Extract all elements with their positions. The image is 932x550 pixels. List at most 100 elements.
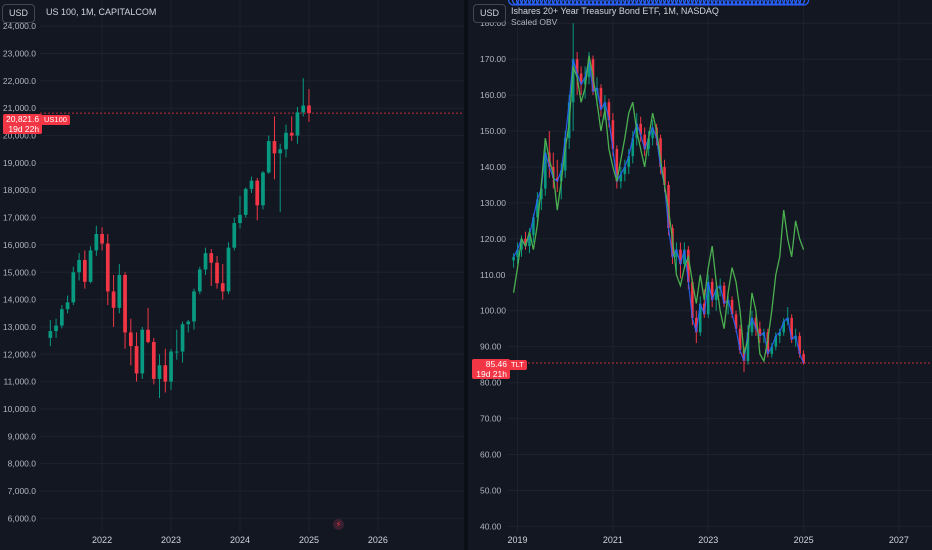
candle-body [272, 141, 277, 154]
left-chart-title: US 100, 1M, CAPITALCOM [46, 7, 157, 17]
event-marker [579, 0, 591, 6]
tlt-chart[interactable]: 40.00 50.00 60.00 70.00 80.00 90.00 100.00 110.… [468, 0, 932, 550]
y-tick-label: 90.00 [480, 342, 502, 352]
pane-divider[interactable] [464, 0, 468, 550]
candle-body [512, 256, 515, 261]
candle-body [261, 172, 265, 206]
candle-body [71, 272, 76, 303]
event-marker [519, 0, 532, 6]
candle-body [679, 249, 682, 265]
candle-body [48, 331, 53, 338]
x-tick-label: 2022 [92, 535, 112, 545]
event-marker [619, 0, 631, 6]
event-marker [710, 0, 722, 6]
right-symbol-tag: TLT [508, 360, 527, 370]
candle-body [255, 180, 260, 206]
left-symbol-tag: US100 [41, 115, 70, 125]
event-marker [754, 0, 766, 6]
candle-body [659, 138, 662, 167]
event-marker [742, 0, 754, 6]
event-marker [615, 0, 627, 6]
y-tick-label: 19,000.0 [3, 158, 36, 168]
candle-body [524, 238, 527, 247]
event-marker [774, 0, 786, 6]
event-marker [706, 0, 718, 6]
candle-body [619, 174, 623, 182]
candle-body [702, 303, 706, 315]
event-marker [651, 0, 663, 6]
candle-body [295, 112, 300, 136]
y-tick-label: 20,000.0 [3, 131, 36, 141]
event-marker [607, 0, 619, 6]
us100-chart[interactable]: 6,000.0 7,000.0 8,000.0 9,000.0 10,000.0 11,0… [0, 0, 464, 550]
y-tick-label: 140.00 [480, 162, 506, 172]
left-currency-button[interactable]: USD [2, 4, 36, 23]
candle-body [675, 249, 678, 257]
y-tick-label: 150.00 [480, 126, 506, 136]
candle-body [710, 281, 714, 300]
candle-body [232, 223, 237, 248]
event-marker [654, 0, 667, 6]
event-marker [694, 0, 706, 6]
y-tick-label: 180.00 [480, 18, 506, 28]
y-tick-label: 9,000.0 [8, 431, 37, 441]
event-marker [778, 0, 790, 6]
x-tick-label: 2023 [161, 535, 181, 545]
event-marker [686, 0, 698, 6]
event-marker [714, 0, 726, 6]
candle-body [607, 102, 611, 121]
y-tick-label: 40.00 [480, 521, 502, 531]
event-marker [611, 0, 623, 6]
candle-body [289, 132, 294, 136]
candle-body [714, 289, 718, 300]
candle-body [555, 177, 559, 182]
right-currency-button[interactable]: USD [473, 4, 507, 23]
right-price-tag: 85.46 19d 21h [472, 359, 510, 379]
event-marker [543, 0, 555, 6]
lightning-icon[interactable]: ⚡ [333, 519, 344, 530]
event-marker [547, 0, 559, 6]
candle-body [117, 275, 122, 308]
candle-body [243, 188, 248, 215]
candle-body [639, 123, 642, 135]
event-marker [591, 0, 603, 6]
y-tick-label: 100.00 [480, 306, 506, 316]
event-marker [738, 0, 750, 6]
event-marker [726, 0, 738, 6]
candle-body [123, 275, 127, 333]
candle-body [651, 127, 654, 139]
candle-body [536, 199, 539, 218]
candle-body [734, 314, 738, 329]
candle-body [77, 259, 81, 273]
candle-body [802, 353, 805, 364]
event-marker [631, 0, 643, 6]
x-tick-label: 2025 [299, 535, 319, 545]
candle-body [603, 102, 607, 110]
event-marker [698, 0, 710, 6]
candle-body [226, 247, 231, 292]
candle-body [174, 351, 179, 353]
event-marker [571, 0, 583, 6]
right-price-label: 85.46 [485, 359, 507, 369]
y-tick-label: 60.00 [480, 450, 502, 460]
event-marker [730, 0, 742, 6]
event-marker [794, 0, 806, 6]
y-tick-label: 17,000.0 [3, 213, 36, 223]
right-chart-pane[interactable]: 40.00 50.00 60.00 70.00 80.00 90.00 100.00 110.… [468, 0, 932, 550]
y-tick-label: 7,000.0 [8, 486, 37, 496]
candle-body [698, 303, 702, 333]
event-marker [643, 0, 655, 6]
candle-body [563, 138, 567, 171]
candle-body [192, 291, 196, 322]
left-chart-pane[interactable]: 6,000.0 7,000.0 8,000.0 9,000.0 10,000.0 11,0… [0, 0, 464, 550]
candle-body [54, 325, 58, 332]
candle-body [631, 138, 635, 157]
event-marker [527, 0, 540, 6]
candle-body [579, 73, 583, 85]
candle-body [778, 332, 782, 336]
y-tick-label: 80.00 [480, 378, 502, 388]
candle-body [197, 269, 202, 292]
candle-body [516, 249, 519, 257]
candle-body [774, 335, 778, 347]
y-tick-label: 18,000.0 [3, 185, 36, 195]
